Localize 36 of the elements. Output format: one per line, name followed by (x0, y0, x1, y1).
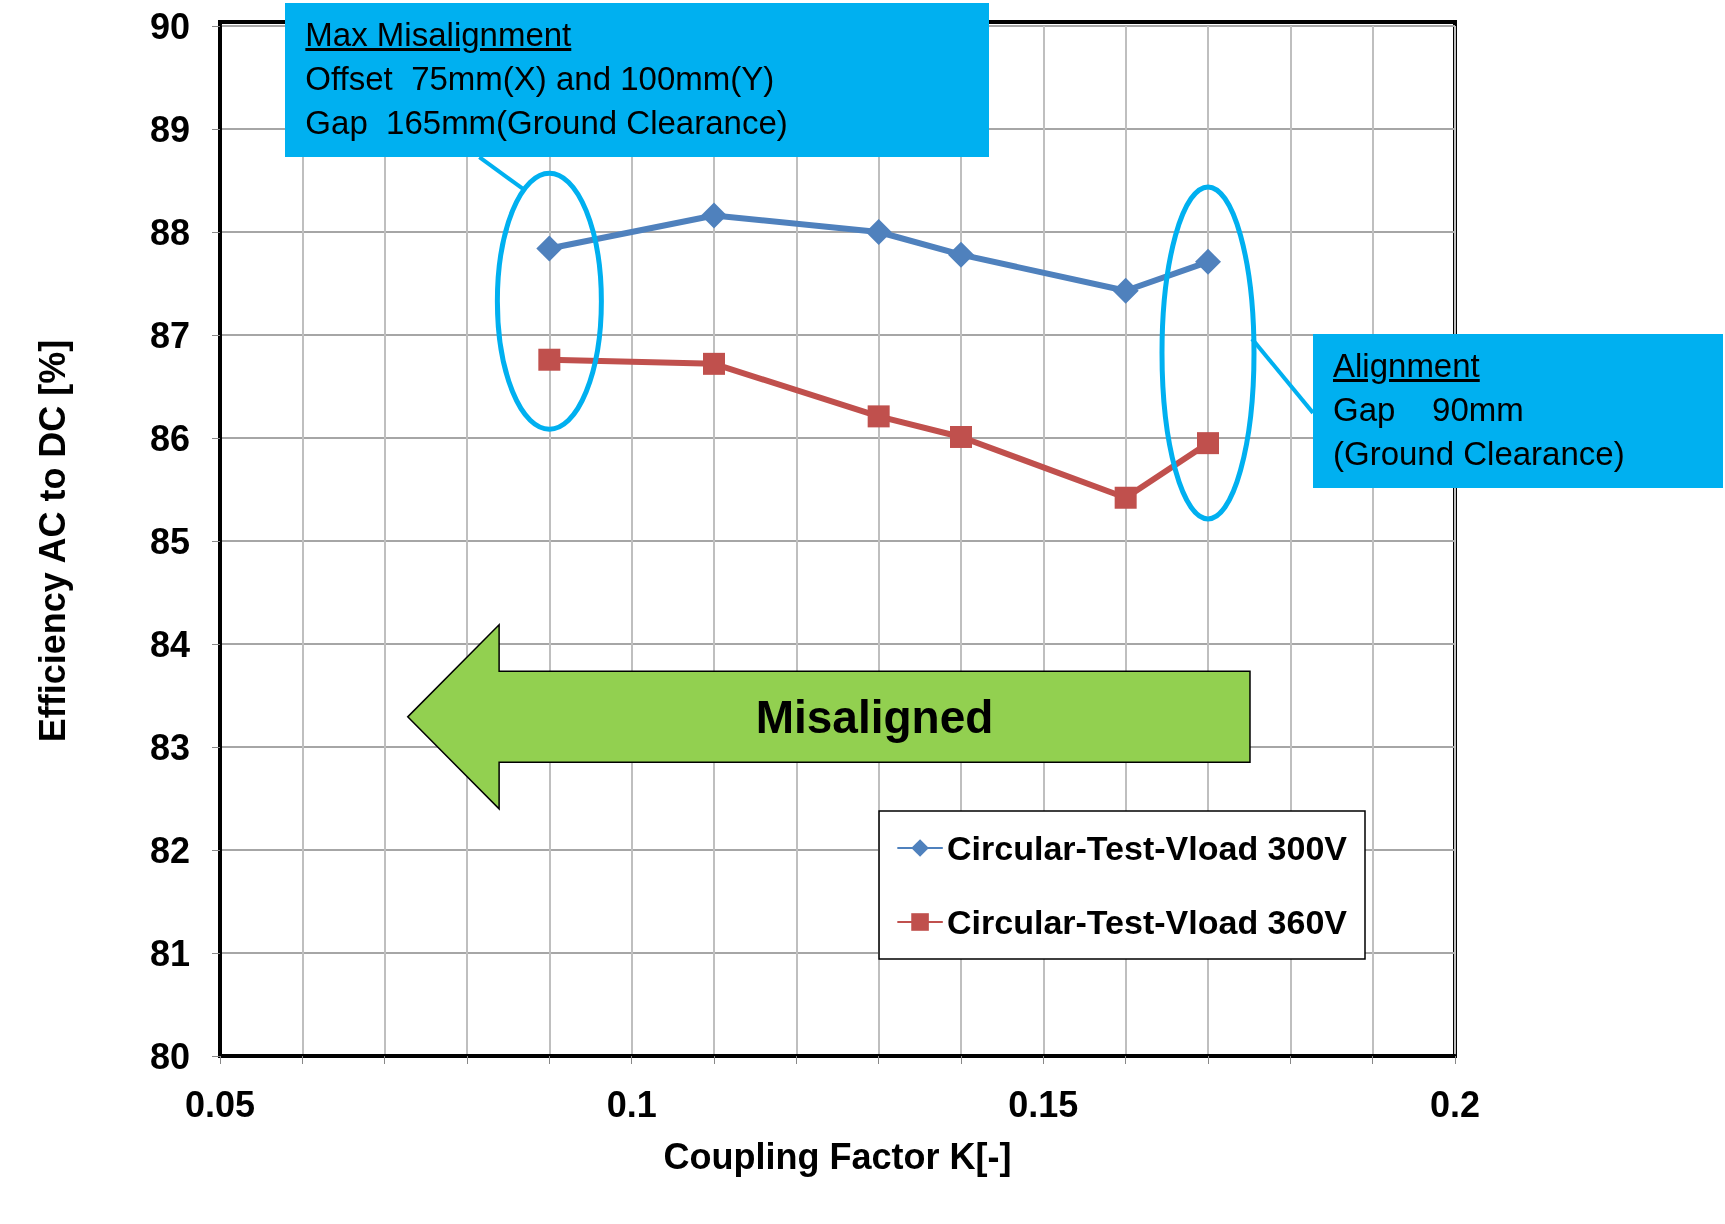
callout-box: Max Misalignment Offset 75mm(X) and 100mm(Y) Gap 165mm(Ground Clearance) (285, 3, 990, 158)
y-tick-label: 89 (149, 108, 190, 150)
y-tick-label: 82 (149, 829, 190, 871)
point (1197, 432, 1219, 455)
y-tick-label: 81 (149, 932, 190, 974)
point (948, 241, 974, 268)
y-tick-label: 86 (149, 417, 190, 459)
y-tick-label: 84 (149, 623, 190, 665)
point (536, 235, 563, 262)
x-tick-label: 0.05 (184, 1083, 256, 1125)
y-tick-label: 90 (149, 5, 190, 47)
point (701, 202, 727, 229)
point (1114, 486, 1137, 509)
point (1195, 248, 1221, 275)
callout-box: Alignment Gap 90mm (Ground Clearance) (1313, 333, 1723, 488)
x-tick-label: 0.1 (606, 1083, 657, 1125)
x-axis-title: Coupling Factor K[-] (663, 1135, 1012, 1177)
y-tick-label: 87 (149, 314, 190, 356)
point (538, 348, 561, 371)
legend-label: Circular-Test-Vload 360V (947, 903, 1348, 941)
annotation: Alignment Gap 90mm (Ground Clearance) (1333, 345, 1626, 474)
annotation: Max Misalignment Offset 75mm(X) and 100mm(Y) Gap 165mm(Ground Clearance) (305, 15, 789, 144)
y-tick-label: 80 (149, 1035, 190, 1077)
y-tick-label: 85 (149, 520, 190, 562)
x-tick-label: 0.2 (1429, 1083, 1481, 1125)
point (867, 405, 890, 428)
y-tick-label: 88 (149, 211, 190, 253)
point (1112, 277, 1139, 304)
point (703, 352, 725, 375)
y-axis-title: Efficiency AC to DC [%] (31, 339, 73, 743)
point (950, 425, 972, 448)
annotation: Misaligned (755, 690, 994, 743)
x-tick-label: 0.15 (1008, 1083, 1079, 1125)
y-tick-label: 83 (149, 726, 190, 768)
point (865, 219, 892, 245)
legend-label: Circular-Test-Vload 300V (947, 829, 1348, 867)
